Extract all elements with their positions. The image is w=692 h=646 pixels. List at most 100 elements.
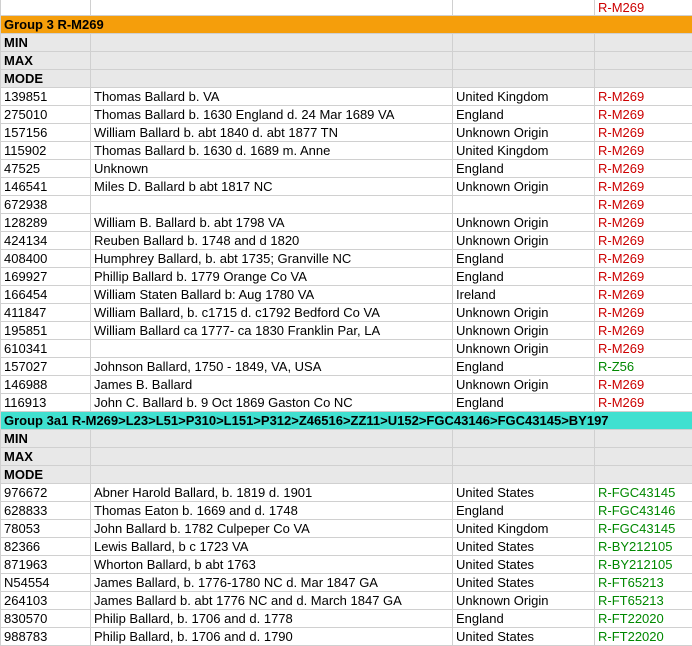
table-row: 610341Unknown OriginR-M269 — [1, 340, 692, 358]
table-row: 47525UnknownEnglandR-M269 — [1, 160, 692, 178]
haplogroup-cell: R-FGC43145 — [595, 484, 692, 502]
ancestor-name-cell: James Ballard b. abt 1776 NC and d. Marc… — [91, 592, 453, 610]
table-row: R-M269 — [1, 0, 692, 16]
kit-id-cell: 976672 — [1, 484, 91, 502]
origin-cell: England — [453, 394, 595, 412]
ancestor-name-cell — [91, 340, 453, 358]
origin-cell: United States — [453, 538, 595, 556]
ancestor-name-cell: James B. Ballard — [91, 376, 453, 394]
ancestor-name-cell: Whorton Ballard, b abt 1763 — [91, 556, 453, 574]
haplogroup-cell: R-M269 — [595, 322, 692, 340]
origin-cell: Unknown Origin — [453, 214, 595, 232]
ancestor-name-cell: William Ballard ca 1777- ca 1830 Frankli… — [91, 322, 453, 340]
origin-cell: United Kingdom — [453, 88, 595, 106]
table-row: 115902Thomas Ballard b. 1630 d. 1689 m. … — [1, 142, 692, 160]
origin-cell: United Kingdom — [453, 142, 595, 160]
table-row: 264103James Ballard b. abt 1776 NC and d… — [1, 592, 692, 610]
ancestor-name-cell: William Staten Ballard b: Aug 1780 VA — [91, 286, 453, 304]
ancestor-name-cell: Thomas Eaton b. 1669 and d. 1748 — [91, 502, 453, 520]
stat-row: MODE — [1, 466, 692, 484]
haplogroup-cell: R-M269 — [595, 268, 692, 286]
table-row: 169927Phillip Ballard b. 1779 Orange Co … — [1, 268, 692, 286]
haplogroup-cell: R-FT65213 — [595, 592, 692, 610]
table-row: 988783Philip Ballard, b. 1706 and d. 179… — [1, 628, 692, 646]
table-row: 976672Abner Harold Ballard, b. 1819 d. 1… — [1, 484, 692, 502]
table-row: 830570Philip Ballard, b. 1706 and d. 177… — [1, 610, 692, 628]
haplogroup-cell: R-M269 — [595, 232, 692, 250]
table-row: 871963Whorton Ballard, b abt 1763United … — [1, 556, 692, 574]
table-row: 128289William B. Ballard b. abt 1798 VAU… — [1, 214, 692, 232]
table-row: 157027Johnson Ballard, 1750 - 1849, VA, … — [1, 358, 692, 376]
kit-id-cell: 157156 — [1, 124, 91, 142]
haplogroup-cell: R-M269 — [595, 304, 692, 322]
stat-row: MIN — [1, 430, 692, 448]
kit-id-cell: 195851 — [1, 322, 91, 340]
ancestor-name-cell: Thomas Ballard b. 1630 England d. 24 Mar… — [91, 106, 453, 124]
kit-id-cell: 672938 — [1, 196, 91, 214]
ancestor-name-cell: Thomas Ballard b. VA — [91, 88, 453, 106]
ancestor-name-cell: Reuben Ballard b. 1748 and d 1820 — [91, 232, 453, 250]
origin-cell: Unknown Origin — [453, 304, 595, 322]
origin-cell: Unknown Origin — [453, 340, 595, 358]
kit-id-cell: 408400 — [1, 250, 91, 268]
ancestor-name-cell: Lewis Ballard, b c 1723 VA — [91, 538, 453, 556]
stat-label-cell: MIN — [1, 430, 91, 448]
origin-cell: United Kingdom — [453, 520, 595, 538]
stat-label-cell: MAX — [1, 448, 91, 466]
group-header-cell: Group 3 R-M269 — [1, 16, 692, 34]
kit-id-cell: 830570 — [1, 610, 91, 628]
haplogroup-cell: R-M269 — [595, 250, 692, 268]
table-row: 672938R-M269 — [1, 196, 692, 214]
kit-id-cell: 166454 — [1, 286, 91, 304]
kit-id-cell: 169927 — [1, 268, 91, 286]
stat-label-cell: MODE — [1, 70, 91, 88]
ancestor-name-cell: Philip Ballard, b. 1706 and d. 1790 — [91, 628, 453, 646]
table-row: 139851Thomas Ballard b. VAUnited Kingdom… — [1, 88, 692, 106]
table-row: 408400Humphrey Ballard, b. abt 1735; Gra… — [1, 250, 692, 268]
haplogroup-cell: R-M269 — [595, 88, 692, 106]
stat-row: MODE — [1, 70, 692, 88]
kit-id-cell: 411847 — [1, 304, 91, 322]
origin-cell: England — [453, 160, 595, 178]
origin-cell: Unknown Origin — [453, 592, 595, 610]
stat-label-cell: MODE — [1, 466, 91, 484]
kit-id-cell: 264103 — [1, 592, 91, 610]
kit-id-cell: 128289 — [1, 214, 91, 232]
table-row: 195851William Ballard ca 1777- ca 1830 F… — [1, 322, 692, 340]
dna-results-table: R-M269Group 3 R-M269MINMAXMODE139851Thom… — [0, 0, 692, 646]
haplogroup-cell: R-BY212105 — [595, 538, 692, 556]
origin-cell: United States — [453, 556, 595, 574]
table-row: 146988James B. BallardUnknown OriginR-M2… — [1, 376, 692, 394]
kit-id-cell: 871963 — [1, 556, 91, 574]
haplogroup-cell: R-M269 — [595, 178, 692, 196]
origin-cell — [453, 196, 595, 214]
kit-id-cell: 988783 — [1, 628, 91, 646]
haplogroup-cell: R-M269 — [595, 286, 692, 304]
ancestor-name-cell: John Ballard b. 1782 Culpeper Co VA — [91, 520, 453, 538]
origin-cell: England — [453, 250, 595, 268]
haplogroup-cell: R-FT22020 — [595, 610, 692, 628]
haplogroup-cell: R-FGC43146 — [595, 502, 692, 520]
stat-row: MAX — [1, 448, 692, 466]
kit-id-cell: 424134 — [1, 232, 91, 250]
table-row: 424134Reuben Ballard b. 1748 and d 1820U… — [1, 232, 692, 250]
kit-id-cell: 610341 — [1, 340, 91, 358]
kit-id-cell: 146541 — [1, 178, 91, 196]
ancestor-name-cell: Humphrey Ballard, b. abt 1735; Granville… — [91, 250, 453, 268]
stat-label-cell: MAX — [1, 52, 91, 70]
ancestor-name-cell: Unknown — [91, 160, 453, 178]
origin-cell: England — [453, 610, 595, 628]
kit-id-cell: 82366 — [1, 538, 91, 556]
kit-id-cell: 78053 — [1, 520, 91, 538]
kit-id-cell: 115902 — [1, 142, 91, 160]
stat-row: MAX — [1, 52, 692, 70]
table-row: 628833Thomas Eaton b. 1669 and d. 1748En… — [1, 502, 692, 520]
ancestor-name-cell: William B. Ballard b. abt 1798 VA — [91, 214, 453, 232]
haplogroup-cell: R-M269 — [595, 214, 692, 232]
ancestor-name-cell: William Ballard, b. c1715 d. c1792 Bedfo… — [91, 304, 453, 322]
kit-id-cell: 47525 — [1, 160, 91, 178]
origin-cell: United States — [453, 628, 595, 646]
kit-id-cell: 116913 — [1, 394, 91, 412]
kit-id-cell: N54554 — [1, 574, 91, 592]
haplogroup-cell: R-FT65213 — [595, 574, 692, 592]
